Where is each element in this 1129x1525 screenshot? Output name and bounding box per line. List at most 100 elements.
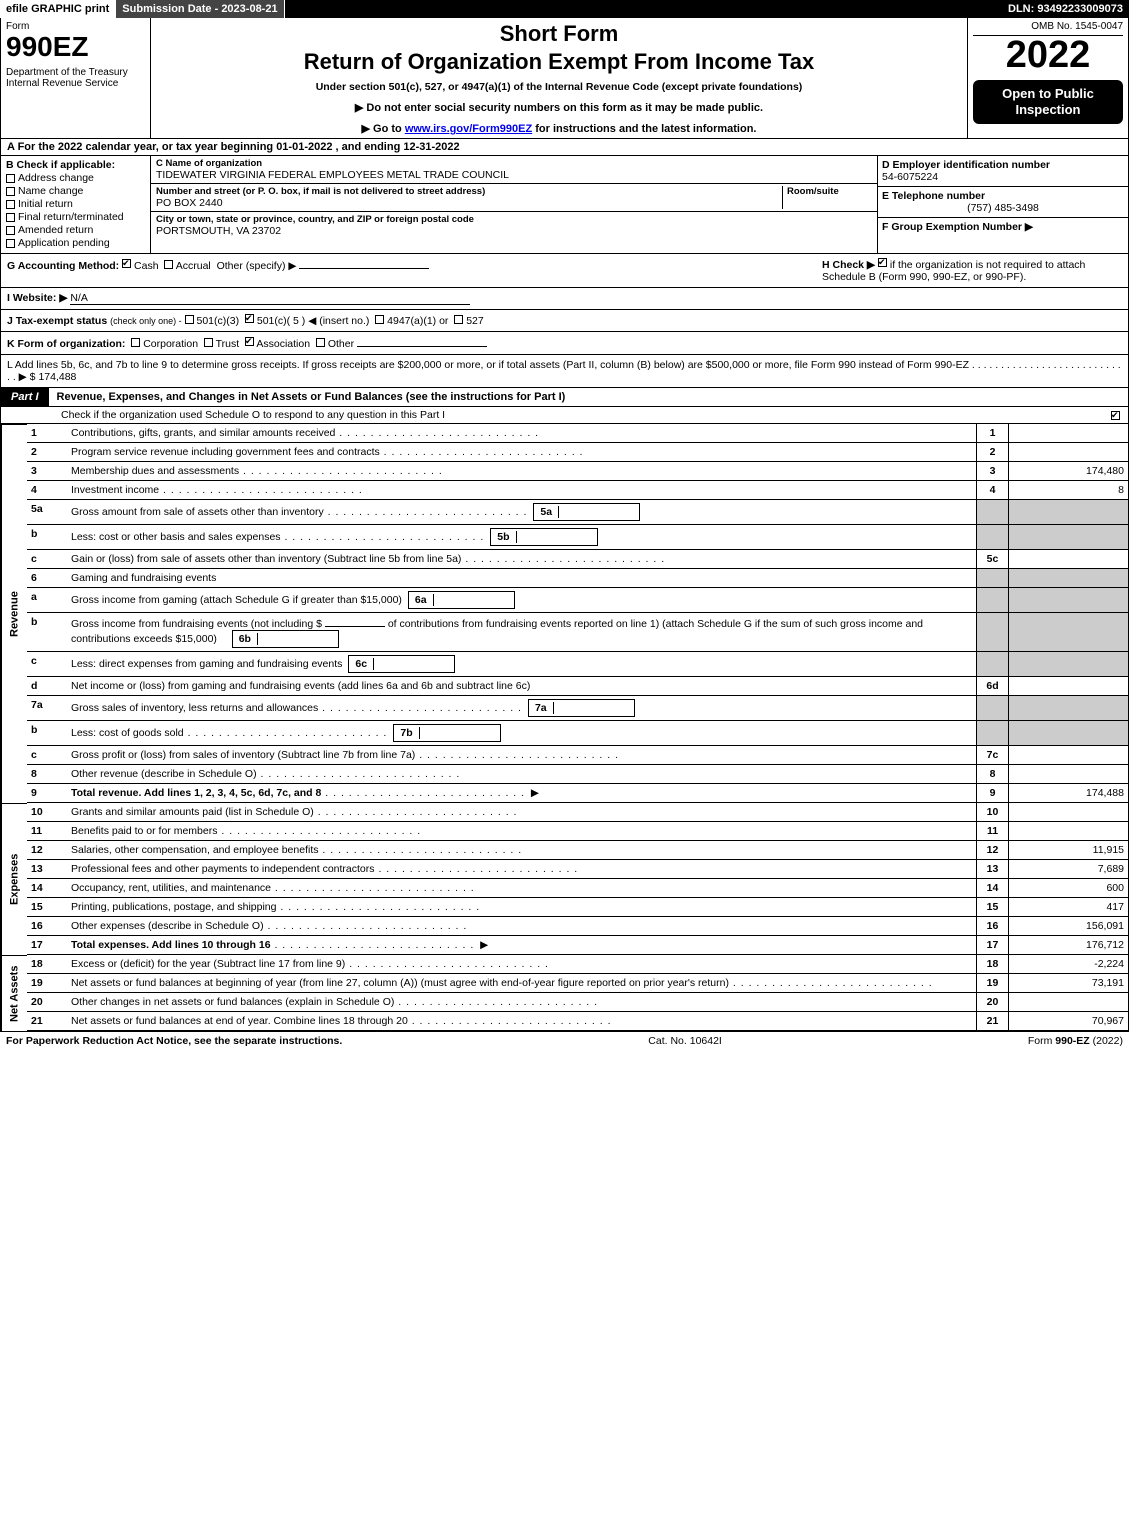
h-label: H Check ▶ xyxy=(822,259,875,271)
l17-amt: 176,712 xyxy=(1008,936,1128,955)
section-j: J Tax-exempt status (check only one) - 5… xyxy=(0,310,1129,332)
l5a-innerbox: 5a xyxy=(533,503,640,521)
l4-amt: 8 xyxy=(1008,481,1128,500)
l14-desc: Occupancy, rent, utilities, and maintena… xyxy=(67,879,976,898)
chk-accrual[interactable] xyxy=(164,260,173,269)
part1-header: Part I Revenue, Expenses, and Changes in… xyxy=(0,388,1129,407)
row-a-tax-year: A For the 2022 calendar year, or tax yea… xyxy=(0,139,1129,156)
l5c-num: c xyxy=(27,550,67,569)
chk-527[interactable] xyxy=(454,315,463,324)
l8-amt xyxy=(1008,765,1128,784)
l6c-rn xyxy=(976,652,1008,677)
l3-num: 3 xyxy=(27,462,67,481)
l6a-amt xyxy=(1008,588,1128,613)
l5b-num: b xyxy=(27,525,67,550)
l4-rn: 4 xyxy=(976,481,1008,500)
section-def: D Employer identification number 54-6075… xyxy=(878,156,1128,253)
chk-cash[interactable] xyxy=(122,259,131,268)
l6d-rn: 6d xyxy=(976,677,1008,696)
l6d-amt xyxy=(1008,677,1128,696)
l18-rn: 18 xyxy=(976,955,1008,974)
part1-title: Revenue, Expenses, and Changes in Net As… xyxy=(49,389,1128,405)
chk-501c3[interactable] xyxy=(185,315,194,324)
l19-amt: 73,191 xyxy=(1008,974,1128,993)
department: Department of the Treasury Internal Reve… xyxy=(6,67,145,89)
l9-desc: Total revenue. Add lines 1, 2, 3, 4, 5c,… xyxy=(67,784,976,803)
side-expenses: Expenses xyxy=(1,803,27,955)
l15-num: 15 xyxy=(27,898,67,917)
k-other-input[interactable] xyxy=(357,336,487,347)
chk-initial-return[interactable]: Initial return xyxy=(6,198,145,210)
l7b-amt xyxy=(1008,721,1128,746)
l6-desc: Gaming and fundraising events xyxy=(67,569,976,588)
l7a-innerbox: 7a xyxy=(528,699,635,717)
l16-num: 16 xyxy=(27,917,67,936)
chk-final-return[interactable]: Final return/terminated xyxy=(6,211,145,223)
title-return: Return of Organization Exempt From Incom… xyxy=(156,49,962,75)
l3-amt: 174,480 xyxy=(1008,462,1128,481)
chk-address-change[interactable]: Address change xyxy=(6,172,145,184)
efile-print-label[interactable]: efile GRAPHIC print xyxy=(0,0,116,18)
c-city-label: City or town, state or province, country… xyxy=(156,214,872,225)
gh-row: G Accounting Method: Cash Accrual Other … xyxy=(0,254,1129,288)
g-other-input[interactable] xyxy=(299,258,429,269)
l6c-num: c xyxy=(27,652,67,677)
section-b: B Check if applicable: Address change Na… xyxy=(1,156,151,253)
l7a-amt xyxy=(1008,696,1128,721)
g-other: Other (specify) ▶ xyxy=(217,260,297,272)
l12-num: 12 xyxy=(27,841,67,860)
g-label: G Accounting Method: xyxy=(7,260,119,272)
l6b-contrib-input[interactable] xyxy=(325,616,385,627)
l6b-num: b xyxy=(27,613,67,652)
ein-value: 54-6075224 xyxy=(882,171,1124,183)
section-b-heading: B Check if applicable: xyxy=(6,159,145,171)
l7a-rn xyxy=(976,696,1008,721)
chk-application-pending[interactable]: Application pending xyxy=(6,237,145,249)
l7c-desc: Gross profit or (loss) from sales of inv… xyxy=(67,746,976,765)
chk-schedule-o[interactable] xyxy=(1111,411,1120,420)
l20-num: 20 xyxy=(27,993,67,1012)
l12-desc: Salaries, other compensation, and employ… xyxy=(67,841,976,860)
topbar: efile GRAPHIC print Submission Date - 20… xyxy=(0,0,1129,18)
chk-501c[interactable] xyxy=(245,314,254,323)
l2-amt xyxy=(1008,443,1128,462)
l1-amt xyxy=(1008,424,1128,443)
l11-rn: 11 xyxy=(976,822,1008,841)
chk-trust[interactable] xyxy=(204,338,213,347)
c-room-label: Room/suite xyxy=(787,186,872,197)
chk-4947[interactable] xyxy=(375,315,384,324)
chk-association[interactable] xyxy=(245,337,254,346)
l1-desc: Contributions, gifts, grants, and simila… xyxy=(67,424,976,443)
l6a-rn xyxy=(976,588,1008,613)
l1-num: 1 xyxy=(27,424,67,443)
meta-grid: B Check if applicable: Address change Na… xyxy=(0,156,1129,254)
l13-amt: 7,689 xyxy=(1008,860,1128,879)
l5b-amt xyxy=(1008,525,1128,550)
l2-rn: 2 xyxy=(976,443,1008,462)
chk-corporation[interactable] xyxy=(131,338,140,347)
submission-date: Submission Date - 2023-08-21 xyxy=(116,0,284,18)
chk-other-org[interactable] xyxy=(316,338,325,347)
l18-num: 18 xyxy=(27,955,67,974)
org-street: PO BOX 2440 xyxy=(156,197,782,209)
l7b-desc: Less: cost of goods sold 7b xyxy=(67,721,976,746)
chk-amended-return[interactable]: Amended return xyxy=(6,224,145,236)
l-text: L Add lines 5b, 6c, and 7b to line 9 to … xyxy=(7,359,1121,383)
l5a-rn xyxy=(976,500,1008,525)
section-l: L Add lines 5b, 6c, and 7b to line 9 to … xyxy=(0,355,1129,388)
l6c-innerbox: 6c xyxy=(348,655,455,673)
section-k: K Form of organization: Corporation Trus… xyxy=(0,332,1129,355)
j-label: J Tax-exempt status xyxy=(7,315,107,327)
l19-rn: 19 xyxy=(976,974,1008,993)
header-subtitle: Under section 501(c), 527, or 4947(a)(1)… xyxy=(156,81,962,93)
l14-rn: 14 xyxy=(976,879,1008,898)
irs-link[interactable]: www.irs.gov/Form990EZ xyxy=(405,123,532,135)
l21-num: 21 xyxy=(27,1012,67,1031)
l6a-num: a xyxy=(27,588,67,613)
chk-name-change[interactable]: Name change xyxy=(6,185,145,197)
l15-desc: Printing, publications, postage, and shi… xyxy=(67,898,976,917)
chk-schedule-b[interactable] xyxy=(878,258,887,267)
section-i: I Website: ▶ N/A xyxy=(0,288,1129,310)
l21-desc: Net assets or fund balances at end of ye… xyxy=(67,1012,976,1031)
l20-desc: Other changes in net assets or fund bala… xyxy=(67,993,976,1012)
